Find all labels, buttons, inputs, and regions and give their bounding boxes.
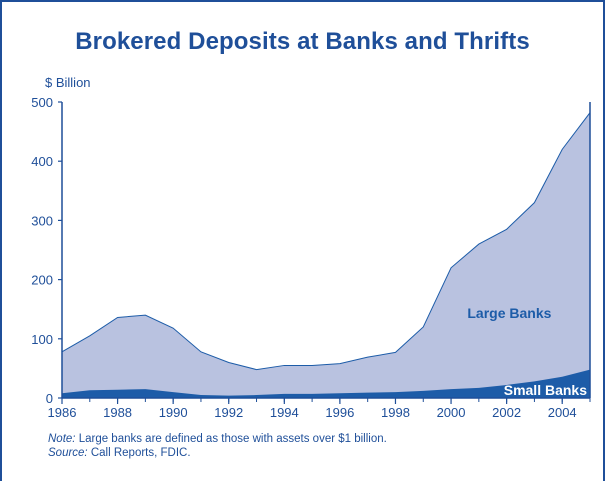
frame-top-border	[0, 0, 605, 2]
x-tick-label: 2004	[548, 405, 577, 420]
x-tick-label: 1996	[325, 405, 354, 420]
y-axis-unit-label: $ Billion	[45, 75, 91, 90]
x-tick-label: 1992	[214, 405, 243, 420]
x-tick-label: 1994	[270, 405, 299, 420]
source-label: Source:	[48, 446, 88, 459]
note-line: Note: Large banks are defined as those w…	[48, 433, 387, 447]
frame-left-border	[0, 0, 2, 481]
y-tick-label: 300	[31, 213, 53, 228]
frame-right-border	[603, 0, 605, 481]
note-label: Note:	[48, 433, 76, 445]
series-area-large-banks	[61, 111, 591, 399]
y-tick-label: 400	[31, 154, 53, 169]
chart-title: Brokered Deposits at Banks and Thrifts	[75, 28, 530, 55]
source-text: Call Reports, FDIC.	[87, 446, 191, 459]
x-tick-label: 2000	[437, 405, 466, 420]
source-line: Source: Call Reports, FDIC.	[48, 447, 387, 461]
note-text: Large banks are defined as those with as…	[75, 433, 387, 445]
x-tick-label: 1990	[159, 405, 188, 420]
x-tick-label: 1986	[48, 405, 77, 420]
y-tick-label: 500	[31, 95, 53, 110]
large-banks-annotation: Large Banks	[467, 305, 551, 321]
x-tick-label: 1998	[381, 405, 410, 420]
y-tick-label: 100	[31, 332, 53, 347]
x-tick-label: 2002	[492, 405, 521, 420]
chart-footnote: Note: Large banks are defined as those w…	[48, 433, 387, 460]
y-tick-label: 200	[31, 273, 53, 288]
y-tick-label: 0	[46, 391, 53, 406]
x-tick-label: 1988	[103, 405, 132, 420]
series-area-small-banks	[62, 369, 590, 398]
small-banks-annotation: Small Banks	[504, 382, 587, 398]
